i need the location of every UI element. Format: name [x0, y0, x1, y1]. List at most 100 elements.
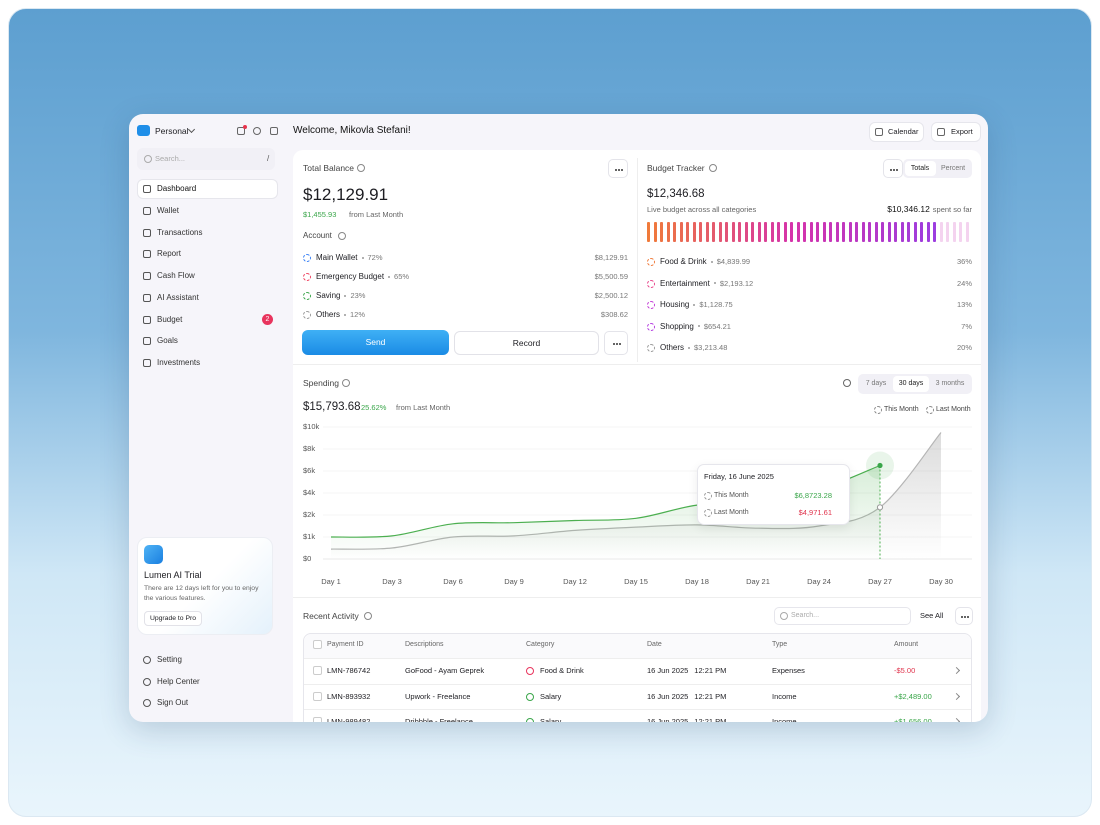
calendar-button[interactable]	[869, 122, 924, 142]
budget-stripe	[699, 222, 702, 242]
button-label: Export	[951, 127, 973, 136]
checkbox[interactable]	[313, 717, 322, 722]
x-tick-label: Day 27	[868, 577, 892, 586]
payment-id: LMN-893932	[327, 691, 371, 701]
account-row: Emergency Budget 65%	[316, 270, 409, 284]
account-row: Saving 23%	[316, 289, 365, 303]
nav-item: Transactions	[157, 227, 203, 237]
date: 16 Jun 2025 12:21 PM	[647, 664, 726, 678]
account-share: 65%	[394, 272, 410, 281]
icon	[143, 315, 151, 324]
spending-chart	[323, 426, 972, 560]
y-tick-label: $10k	[303, 422, 320, 431]
checkbox[interactable]	[313, 691, 322, 701]
budget-stripe	[751, 222, 754, 242]
y-tick-label: $6k	[303, 466, 316, 475]
icon	[143, 677, 151, 686]
budget-stripe	[894, 222, 897, 242]
nav-item: Investments	[157, 358, 201, 367]
budget-stripe	[868, 222, 871, 242]
account-name: Main Wallet	[316, 253, 358, 262]
budget-share: 20%	[956, 343, 972, 352]
icon	[303, 292, 311, 300]
panel-title: Budget Tracker	[647, 163, 705, 173]
icon	[143, 359, 151, 367]
dot	[961, 616, 963, 618]
nav-item: Wallet	[157, 205, 179, 215]
nav-item: Report	[157, 249, 182, 259]
budget-share: 24%	[956, 278, 972, 288]
search-box[interactable]	[137, 148, 275, 170]
icon	[342, 379, 350, 387]
send-button[interactable]: Send	[302, 330, 449, 355]
checkbox[interactable]	[313, 666, 322, 675]
spending-change-text: from Last Month	[396, 403, 451, 412]
payment-id: LMN-989482	[327, 717, 371, 722]
description: Upwork - Freelance	[405, 691, 471, 701]
dot	[890, 168, 892, 171]
payment-id: LMN-786742	[327, 666, 371, 675]
x-tick-label: Day 12	[563, 577, 587, 586]
dot	[613, 343, 615, 345]
account-row: Main Wallet 72%	[316, 251, 383, 265]
separator-dot	[344, 313, 347, 316]
account-amount: $2,500.12	[594, 291, 628, 300]
record-button[interactable]: Record	[454, 331, 599, 355]
more-button[interactable]	[608, 159, 628, 178]
budget-item-amount: $2,193.12	[719, 278, 754, 288]
range-option: 3 months	[935, 380, 965, 387]
budget-name: Entertainment	[660, 278, 710, 288]
budget-stripe	[796, 222, 800, 242]
legend-label: Last Month	[936, 406, 971, 413]
section-title: Account	[303, 231, 332, 240]
icon	[647, 258, 655, 266]
icon	[780, 612, 788, 620]
workspace-name: Personal	[155, 126, 189, 136]
upgrade-button[interactable]: Upgrade to Pro	[144, 611, 202, 626]
area	[331, 465, 880, 559]
icon	[253, 127, 261, 135]
type: Income	[772, 691, 797, 701]
tooltip-value: $6,8723.28	[794, 491, 832, 500]
budget-share: 13%	[956, 300, 972, 309]
account-amount: $308.62	[600, 310, 628, 319]
icon	[143, 206, 151, 215]
account-name: Saving	[316, 291, 341, 300]
checkbox[interactable]	[313, 640, 322, 649]
activity-search[interactable]	[774, 607, 911, 625]
spent-text: spent so far	[932, 205, 972, 214]
more-button[interactable]	[955, 607, 973, 625]
icon	[144, 155, 152, 163]
y-tick-label: $4k	[303, 488, 316, 497]
budget-stripe	[653, 222, 657, 242]
date-day: 16 Jun 2025	[647, 666, 689, 675]
y-tick-label: $1k	[303, 532, 316, 541]
notification-dot	[243, 125, 247, 129]
date-time: 12:21 PM	[694, 717, 727, 722]
range-option: 30 days	[898, 380, 924, 387]
balance-change-text: from Last Month	[349, 210, 404, 219]
budget-stripe	[907, 222, 910, 242]
range-active[interactable]	[893, 376, 929, 392]
icon	[143, 228, 151, 237]
budget-stripe	[686, 222, 689, 242]
divider	[293, 597, 981, 598]
budget-stripe	[874, 222, 878, 242]
icon	[526, 692, 534, 701]
x-tick-label: Day 18	[685, 577, 709, 586]
more-button[interactable]	[604, 331, 628, 355]
nav-item: Goals	[157, 336, 178, 346]
budget-stripe	[900, 222, 904, 242]
budget-stripe	[744, 222, 748, 242]
tab-active[interactable]	[905, 161, 936, 176]
trial-title: Lumen AI Trial	[144, 570, 202, 580]
budget-stripe	[829, 222, 832, 242]
balance-change: $1,455.93	[303, 210, 337, 219]
export-button[interactable]	[931, 122, 981, 142]
row-divider	[304, 683, 971, 685]
app-window: Personal Search... / Dashboard Wallet Transac…	[129, 114, 988, 722]
more-button[interactable]	[883, 159, 903, 178]
date-day: 16 Jun 2025	[647, 691, 689, 701]
icon	[303, 254, 311, 262]
